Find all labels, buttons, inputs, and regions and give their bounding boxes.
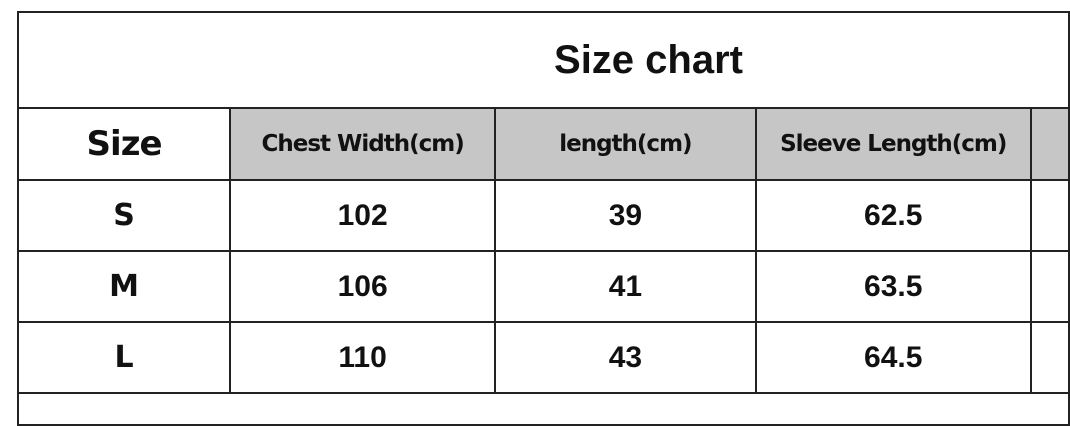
table-row: L 110 43 64.5 — [16, 321, 1070, 394]
cell-chest: 110 — [229, 321, 497, 394]
cell-chest: 106 — [229, 250, 497, 323]
cell-size: S — [16, 179, 232, 252]
table-row: M 106 41 63.5 — [16, 250, 1070, 323]
table-row: S 102 39 62.5 — [16, 179, 1070, 252]
header-sleeve-length: Sleeve Length(cm) — [754, 107, 1032, 181]
size-chart: Size chart Size Chest Width(cm) length(c… — [16, 11, 1070, 426]
cell-extra — [1029, 250, 1070, 323]
header-extra — [1029, 107, 1070, 181]
table-row-partial — [17, 392, 1070, 426]
cell-extra — [1029, 321, 1070, 394]
header-length: length(cm) — [494, 107, 757, 181]
cell-sleeve: 62.5 — [754, 179, 1032, 252]
cell-chest: 102 — [229, 179, 497, 252]
header-size: Size — [16, 107, 232, 181]
cell-length: 41 — [494, 250, 757, 323]
cell-size: L — [16, 321, 232, 394]
cell-sleeve: 63.5 — [754, 250, 1032, 323]
header-row: Size Chest Width(cm) length(cm) Sleeve L… — [16, 107, 1070, 181]
cell-length: 43 — [494, 321, 757, 394]
table-title: Size chart — [17, 11, 1070, 109]
cell-sleeve: 64.5 — [754, 321, 1032, 394]
header-chest-width: Chest Width(cm) — [229, 107, 497, 181]
cell-partial — [17, 392, 1070, 426]
cell-length: 39 — [494, 179, 757, 252]
cell-extra — [1029, 179, 1070, 252]
cell-size: M — [16, 250, 232, 323]
size-table: Size chart Size Chest Width(cm) length(c… — [16, 11, 1070, 426]
